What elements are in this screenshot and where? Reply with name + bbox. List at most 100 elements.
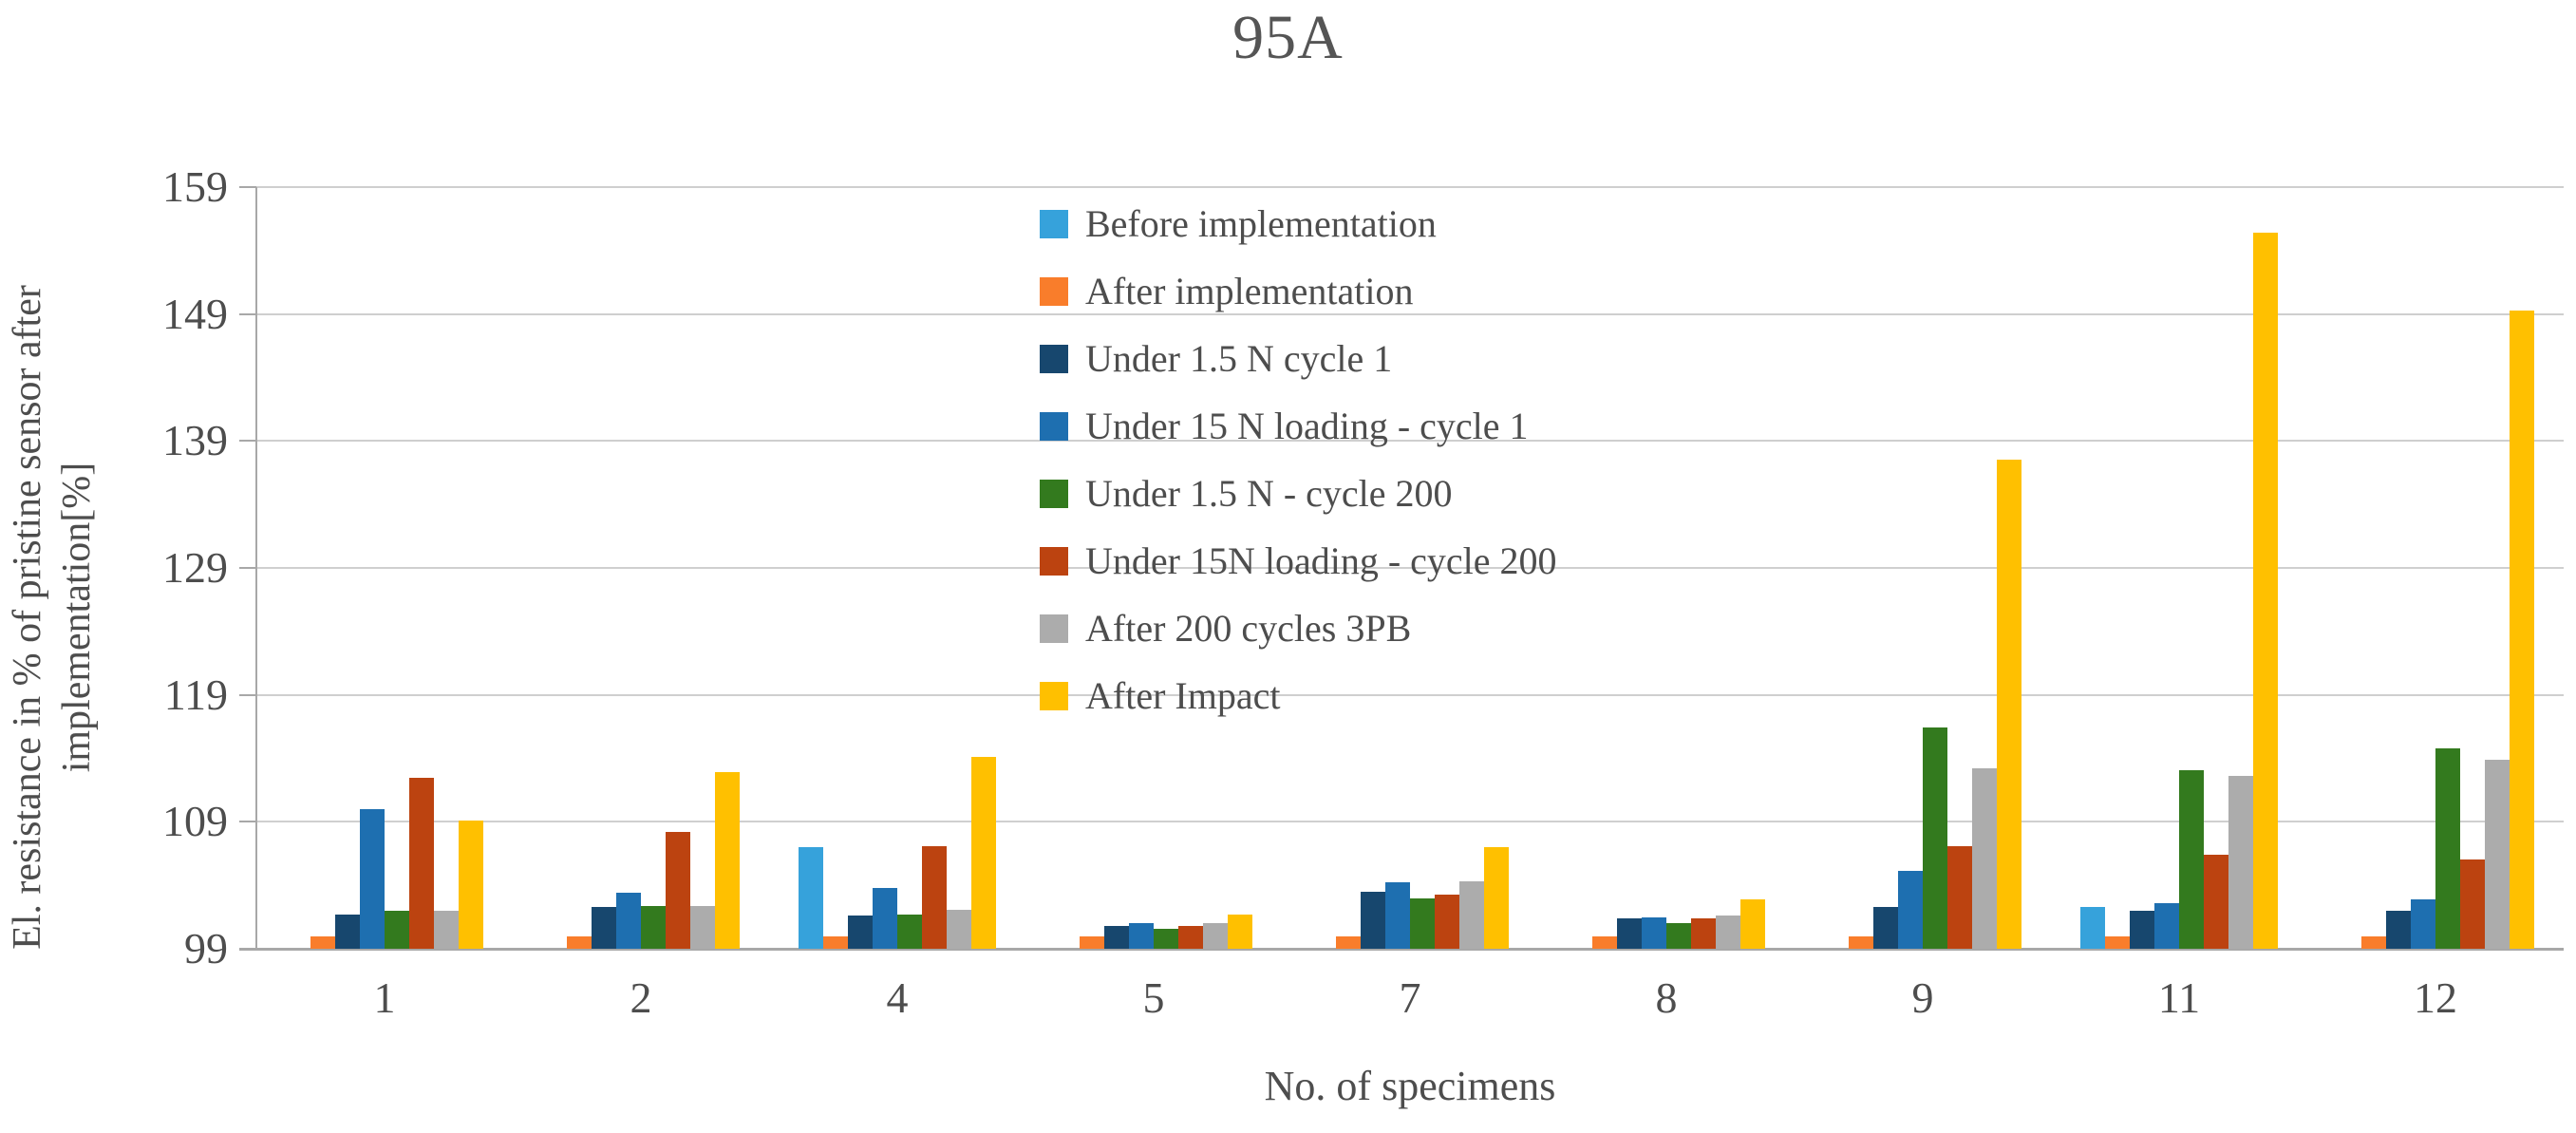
bar-s6-cat11 <box>2204 855 2228 949</box>
legend-item-8: After Impact <box>1040 662 1557 729</box>
legend: Before implementation After implementatio… <box>1040 190 1557 729</box>
bar-s3-cat1 <box>335 914 360 949</box>
gridline-129 <box>256 567 2564 569</box>
y-tick-label-119: 119 <box>163 670 228 719</box>
y-tick-mark-129 <box>239 567 256 569</box>
x-axis-title: No. of specimens <box>1264 1063 1556 1109</box>
bar-s4-cat11 <box>2154 902 2179 949</box>
bar-s6-cat9 <box>1947 845 1972 949</box>
bar-s7-cat12 <box>2485 759 2510 949</box>
x-category-label-7: 7 <box>1399 973 1421 1022</box>
legend-label: After Impact <box>1085 674 1281 717</box>
bar-s1-cat4 <box>799 847 823 949</box>
bar-s8-cat5 <box>1228 914 1252 949</box>
x-axis-line <box>239 948 2564 951</box>
bar-s8-cat2 <box>715 772 740 949</box>
y-axis-line <box>255 187 257 949</box>
bar-s6-cat7 <box>1435 894 1459 949</box>
legend-swatch-icon <box>1040 479 1068 508</box>
bar-s4-cat4 <box>873 887 897 949</box>
bar-s2-cat4 <box>823 935 848 949</box>
bar-s6-cat4 <box>922 845 947 949</box>
bar-s7-cat1 <box>434 910 459 949</box>
legend-item-3: Under 1.5 N cycle 1 <box>1040 325 1557 392</box>
bar-s5-cat11 <box>2179 769 2204 949</box>
gridline-119 <box>256 693 2564 696</box>
y-tick-mark-149 <box>239 312 256 315</box>
legend-label: Before implementation <box>1085 202 1437 245</box>
legend-label: Under 1.5 N - cycle 200 <box>1085 472 1453 515</box>
x-category-label-9: 9 <box>1911 973 1934 1022</box>
bar-s3-cat11 <box>2130 910 2154 949</box>
legend-label: Under 15 N loading - cycle 1 <box>1085 405 1529 447</box>
bar-s7-cat5 <box>1203 923 1228 949</box>
bar-s8-cat8 <box>1740 898 1765 949</box>
bar-s4-cat9 <box>1898 871 1923 949</box>
y-tick-mark-159 <box>239 186 256 188</box>
bar-s2-cat5 <box>1080 935 1104 949</box>
x-category-label-12: 12 <box>2414 973 2457 1022</box>
bar-s5-cat8 <box>1666 923 1691 949</box>
bar-s6-cat8 <box>1691 917 1716 949</box>
bar-s3-cat12 <box>2386 910 2411 949</box>
bar-s8-cat1 <box>459 820 483 949</box>
bar-s2-cat11 <box>2105 935 2130 949</box>
x-category-label-8: 8 <box>1655 973 1678 1022</box>
bar-s3-cat8 <box>1617 917 1642 949</box>
legend-label: After 200 cycles 3PB <box>1085 607 1412 650</box>
bar-s8-cat12 <box>2510 310 2534 949</box>
bar-s2-cat9 <box>1849 935 1873 949</box>
legend-item-1: Before implementation <box>1040 190 1557 257</box>
legend-swatch-icon <box>1040 614 1068 643</box>
bar-s8-cat11 <box>2253 233 2278 949</box>
chart-title: 95A <box>1232 3 1344 72</box>
bar-s2-cat2 <box>567 935 592 949</box>
bar-s7-cat11 <box>2228 776 2253 949</box>
y-tick-label-149: 149 <box>162 289 228 338</box>
bar-s3-cat2 <box>592 906 616 949</box>
bar-s5-cat12 <box>2435 747 2460 949</box>
legend-label: Under 1.5 N cycle 1 <box>1085 337 1393 380</box>
bar-s5-cat4 <box>897 914 922 949</box>
bar-s7-cat2 <box>690 905 715 949</box>
bar-s4-cat5 <box>1129 923 1154 949</box>
bar-s7-cat9 <box>1972 768 1997 949</box>
x-category-label-2: 2 <box>630 973 652 1022</box>
bar-s5-cat9 <box>1923 727 1947 949</box>
y-tick-label-159: 159 <box>162 162 228 211</box>
legend-swatch-icon <box>1040 681 1068 710</box>
bar-s5-cat2 <box>641 905 666 949</box>
bar-s4-cat1 <box>360 808 385 949</box>
bar-s6-cat2 <box>666 832 690 949</box>
x-category-label-11: 11 <box>2157 973 2201 1022</box>
bar-s5-cat7 <box>1410 897 1435 949</box>
legend-swatch-icon <box>1040 411 1068 441</box>
bar-s3-cat4 <box>848 916 873 949</box>
bar-s4-cat12 <box>2411 898 2435 949</box>
y-tick-label-99: 99 <box>184 924 228 972</box>
bar-s1-cat11 <box>2080 906 2105 949</box>
bar-s5-cat1 <box>385 910 409 949</box>
bar-s8-cat4 <box>971 757 996 949</box>
bar-s2-cat8 <box>1592 935 1617 949</box>
bar-s8-cat9 <box>1997 460 2021 949</box>
y-tick-label-129: 129 <box>162 543 228 592</box>
bar-s2-cat12 <box>2361 935 2386 949</box>
y-tick-mark-119 <box>239 693 256 696</box>
legend-swatch-icon <box>1040 209 1068 238</box>
bar-s3-cat9 <box>1873 906 1898 949</box>
gridline-159 <box>256 186 2564 188</box>
legend-label: Under 15N loading - cycle 200 <box>1085 539 1557 582</box>
gridline-139 <box>256 440 2564 443</box>
bar-s4-cat8 <box>1642 916 1666 949</box>
legend-item-7: After 200 cycles 3PB <box>1040 595 1557 662</box>
legend-item-5: Under 1.5 N - cycle 200 <box>1040 460 1557 527</box>
bar-s3-cat5 <box>1104 925 1129 949</box>
legend-item-6: Under 15N loading - cycle 200 <box>1040 527 1557 595</box>
x-category-label-5: 5 <box>1142 973 1165 1022</box>
bar-s6-cat12 <box>2460 859 2485 949</box>
y-tick-mark-139 <box>239 440 256 443</box>
bar-s8-cat7 <box>1484 847 1509 949</box>
legend-item-4: Under 15 N loading - cycle 1 <box>1040 392 1557 460</box>
